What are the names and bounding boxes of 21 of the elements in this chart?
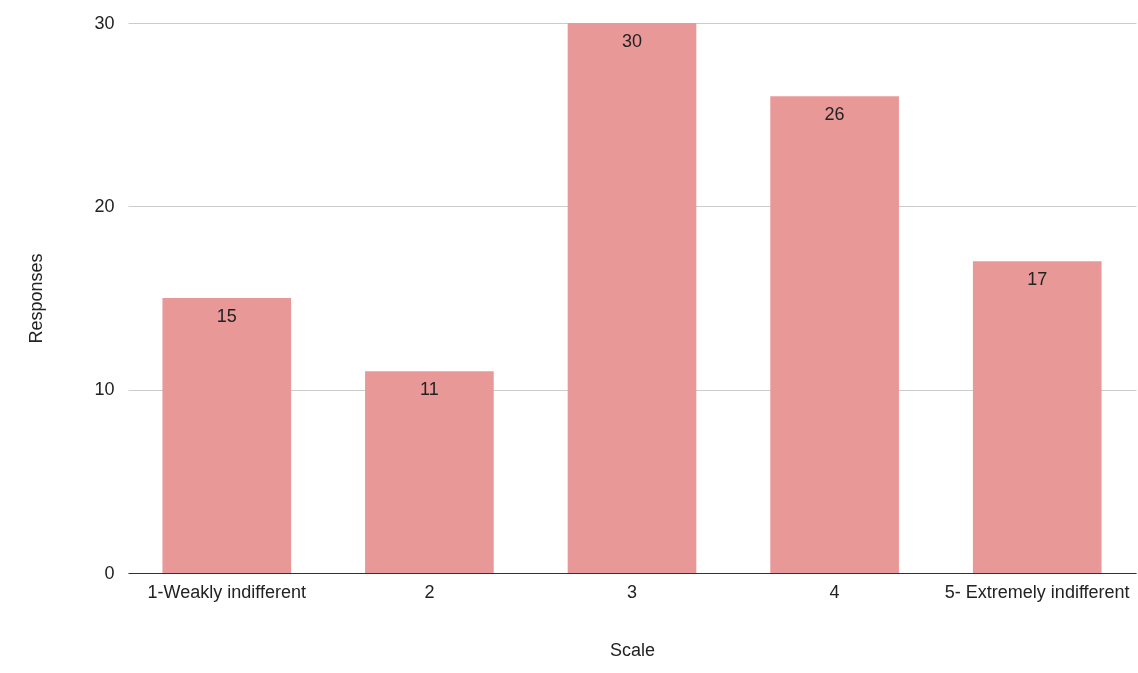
x-tick-label: 1-Weakly indifferent: [147, 581, 306, 602]
data-label: 15: [216, 306, 237, 326]
x-tick-label: 4: [829, 581, 840, 602]
data-label: 17: [1027, 269, 1048, 290]
x-tick-label: 3: [626, 581, 638, 602]
y-tick-label: 0: [104, 562, 115, 583]
x-axis-title: Scale: [609, 639, 656, 660]
bar: [972, 261, 1102, 573]
y-tick-label: 30: [94, 12, 115, 33]
y-tick-label: 20: [94, 195, 115, 216]
data-label: 26: [824, 104, 845, 125]
data-label: 11: [420, 379, 439, 400]
bar: [162, 298, 292, 573]
y-tick-label: 10: [94, 379, 115, 400]
data-label: 30: [621, 31, 643, 51]
x-tick-label: 5- Extremely indifferent: [944, 581, 1130, 602]
bar: [770, 96, 899, 573]
y-axis-title: Responses: [26, 253, 47, 344]
bar: [365, 371, 494, 573]
x-tick-label: 2: [424, 581, 435, 602]
bar: [567, 23, 697, 573]
